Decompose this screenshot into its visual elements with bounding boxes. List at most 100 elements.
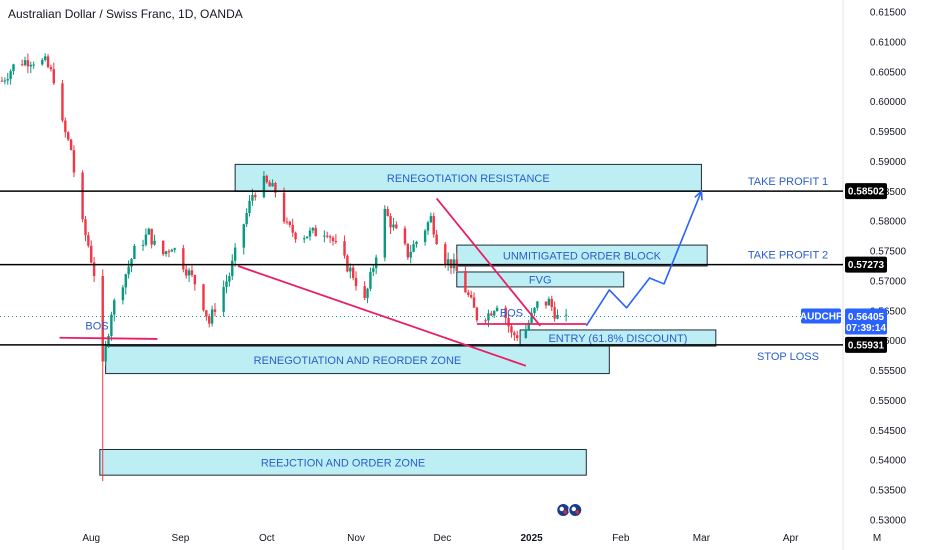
- candle-body: [81, 172, 84, 220]
- candle-body: [274, 183, 277, 193]
- x-tick-label: Aug: [82, 533, 100, 544]
- candle-body: [415, 241, 418, 245]
- candle-body: [469, 294, 473, 298]
- candle-body: [349, 267, 352, 272]
- candle-body: [67, 132, 70, 140]
- candle-body: [369, 271, 372, 289]
- candle-body: [121, 287, 125, 301]
- candle-body: [429, 216, 433, 223]
- y-tick-label: 0.53500: [870, 486, 907, 497]
- candle-body: [20, 64, 24, 66]
- x-tick-label: Nov: [347, 533, 365, 544]
- candle-body: [446, 259, 450, 265]
- y-tick-label: 0.54000: [870, 456, 907, 467]
- candle-body: [107, 336, 110, 346]
- trendline[interactable]: [59, 336, 158, 340]
- candle-body: [351, 267, 355, 278]
- price-level-tag-text: 0.58502: [848, 187, 885, 198]
- trendline[interactable]: [237, 265, 527, 367]
- y-tick-label: 0.60000: [870, 97, 907, 108]
- zone-label: REEJCTION AND ORDER ZONE: [261, 457, 425, 469]
- event-flag-icon-star: [571, 506, 576, 512]
- candle-body: [43, 56, 47, 60]
- candle-body: [193, 275, 197, 285]
- x-tick-label: Apr: [783, 533, 799, 544]
- price-level-tag-text: 0.55931: [848, 340, 885, 351]
- y-tick-label: 0.56500: [870, 306, 907, 317]
- zone-label: RENEGOTIATION RESISTANCE: [387, 173, 550, 185]
- candle-body: [225, 281, 228, 287]
- candle-body: [426, 222, 430, 231]
- candle-body: [147, 228, 150, 235]
- candle-body: [0, 80, 4, 82]
- y-tick-label: 0.59500: [870, 127, 907, 138]
- candle-body: [262, 175, 266, 198]
- projection-path[interactable]: [585, 190, 703, 327]
- price-level-tag: [845, 183, 887, 200]
- candle-body: [564, 314, 568, 316]
- candle-body: [314, 227, 317, 237]
- candle-body: [507, 317, 510, 327]
- y-tick-label: 0.58000: [870, 217, 907, 228]
- candle-body: [49, 67, 53, 70]
- candle-body: [366, 288, 369, 299]
- candle-body: [556, 314, 559, 319]
- candle-body: [285, 221, 289, 223]
- candle-body: [72, 150, 76, 173]
- candle-body: [354, 277, 358, 287]
- candle-body: [464, 271, 467, 293]
- zone-label: FVG: [529, 274, 552, 286]
- candle-body: [133, 245, 136, 259]
- candle-body: [550, 298, 553, 308]
- y-tick-label: 0.54500: [870, 426, 907, 437]
- event-flag-icon-star: [559, 506, 564, 512]
- candle-body: [113, 300, 116, 315]
- price-level-tag-text: 0.57273: [848, 260, 885, 271]
- candle-body: [173, 248, 176, 250]
- candle-body: [228, 276, 231, 282]
- candle-body: [61, 83, 64, 121]
- candle-body: [305, 236, 309, 239]
- candle-body: [26, 60, 30, 67]
- candle-body: [395, 224, 398, 229]
- candle-body: [167, 251, 171, 253]
- y-tick-label: 0.61500: [870, 8, 907, 19]
- candle-body: [294, 232, 297, 240]
- candle-body: [383, 209, 387, 258]
- trendline[interactable]: [435, 197, 541, 327]
- candle-body: [265, 175, 269, 183]
- candle-body: [84, 219, 87, 236]
- candle-body: [208, 316, 211, 324]
- y-tick-label: 0.55000: [870, 396, 907, 407]
- candle-body: [245, 212, 248, 225]
- candle-body: [311, 227, 315, 231]
- candle-body: [372, 268, 375, 272]
- level-side-label: STOP LOSS: [757, 351, 819, 363]
- zone-box: [99, 448, 587, 476]
- candle-body: [164, 251, 168, 255]
- x-tick-label: 2025: [520, 533, 543, 544]
- candle-body: [282, 192, 286, 222]
- y-tick-label: 0.57000: [870, 276, 907, 287]
- x-tick-label: Feb: [612, 533, 630, 544]
- candle-body: [553, 307, 556, 319]
- candle-body: [12, 64, 15, 72]
- candle-body: [205, 310, 208, 317]
- event-flag-icon-dot: [575, 510, 580, 514]
- candle-body: [101, 275, 104, 362]
- bos-annotation: BOS: [500, 308, 523, 320]
- candle-body: [547, 298, 551, 306]
- candle-body: [52, 69, 56, 84]
- y-tick-label: 0.61000: [870, 37, 907, 48]
- symbol-tag: [801, 308, 841, 324]
- y-tick-label: 0.59000: [870, 157, 907, 168]
- candle-body: [291, 225, 294, 233]
- x-tick-label: M: [873, 533, 881, 544]
- candle-body: [346, 255, 349, 272]
- candle-body: [87, 235, 90, 246]
- candle-body: [190, 270, 194, 276]
- candle-body: [308, 230, 312, 237]
- y-tick-label: 0.55500: [870, 366, 907, 377]
